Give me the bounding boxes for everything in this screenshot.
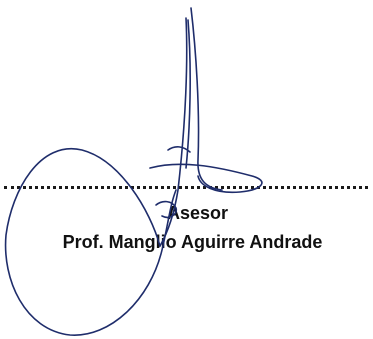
signature-line (4, 186, 368, 189)
signature-stroke-vertical-3 (185, 19, 191, 169)
signature-stroke-vertical-2 (190, 7, 223, 191)
signer-name: Prof. Manglio Aguirre Andrade (62, 232, 323, 252)
signature-stroke-connector (167, 146, 191, 153)
signer-role: Asesor (166, 203, 229, 223)
